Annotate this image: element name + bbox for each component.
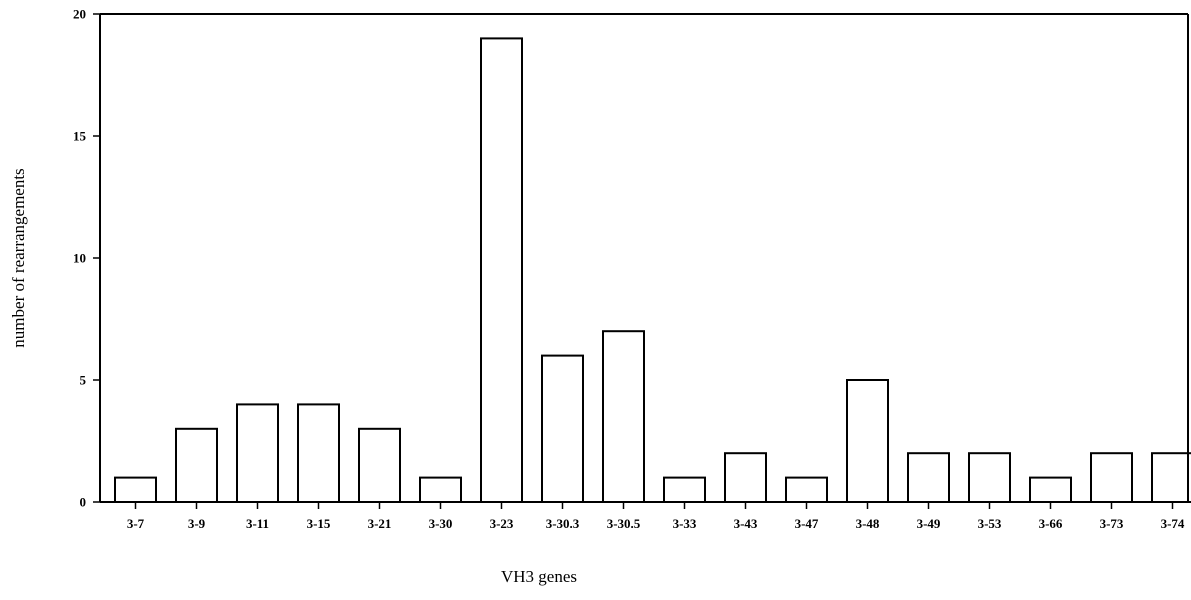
- y-tick-label: 20: [73, 7, 86, 22]
- x-tick-label: 3-47: [795, 516, 819, 531]
- x-tick-label: 3-11: [246, 516, 269, 531]
- x-tick-label: 3-48: [856, 516, 880, 531]
- x-tick-label: 3-30: [429, 516, 453, 531]
- x-tick-label: 3-30.3: [546, 516, 580, 531]
- x-tick-label: 3-9: [188, 516, 206, 531]
- bar-3-30.5: [602, 330, 645, 504]
- bars-layer: [114, 37, 1191, 504]
- bar-3-53: [968, 452, 1011, 504]
- bar-3-7: [114, 476, 157, 504]
- y-ticks-layer: 0 5 10 15 20: [73, 7, 100, 510]
- bar-3-43: [724, 452, 767, 504]
- x-tick-label: 3-73: [1100, 516, 1124, 531]
- x-tick-label: 3-33: [673, 516, 697, 531]
- x-tick-label: 3-74: [1161, 516, 1185, 531]
- bar-3-73: [1090, 452, 1133, 504]
- y-tick-label: 5: [80, 373, 87, 388]
- bar-3-30: [419, 476, 462, 504]
- x-ticks-layer: 3-7 3-9 3-11 3-15 3-21 3-30 3-23 3-30.3 3-30.5 3-…: [127, 502, 1185, 531]
- x-tick-label: 3-66: [1039, 516, 1063, 531]
- bar-3-47: [785, 476, 828, 504]
- x-tick-label: 3-23: [490, 516, 514, 531]
- x-tick-label: 3-49: [917, 516, 941, 531]
- bar-3-49: [907, 452, 950, 504]
- x-tick-label: 3-53: [978, 516, 1002, 531]
- bar-3-30.3: [541, 354, 584, 503]
- x-tick-label: 3-43: [734, 516, 758, 531]
- bar-3-11: [236, 403, 279, 503]
- bar-3-23: [480, 37, 523, 504]
- bar-3-33: [663, 476, 706, 504]
- x-tick-label: 3-21: [368, 516, 392, 531]
- bar-3-66: [1029, 476, 1072, 504]
- y-tick-label: 15: [73, 129, 87, 144]
- y-axis-title: number of rearrangements: [9, 168, 28, 347]
- bar-3-9: [175, 427, 218, 503]
- x-tick-label: 3-7: [127, 516, 145, 531]
- x-tick-label: 3-15: [307, 516, 331, 531]
- bar-3-21: [358, 427, 401, 503]
- x-axis-title: VH3 genes: [501, 567, 577, 586]
- bar-3-74: [1151, 452, 1191, 504]
- bar-3-15: [297, 403, 340, 503]
- y-tick-label: 10: [73, 251, 86, 266]
- y-tick-label: 0: [80, 495, 87, 510]
- bar-3-48: [846, 379, 889, 503]
- x-tick-label: 3-30.5: [607, 516, 641, 531]
